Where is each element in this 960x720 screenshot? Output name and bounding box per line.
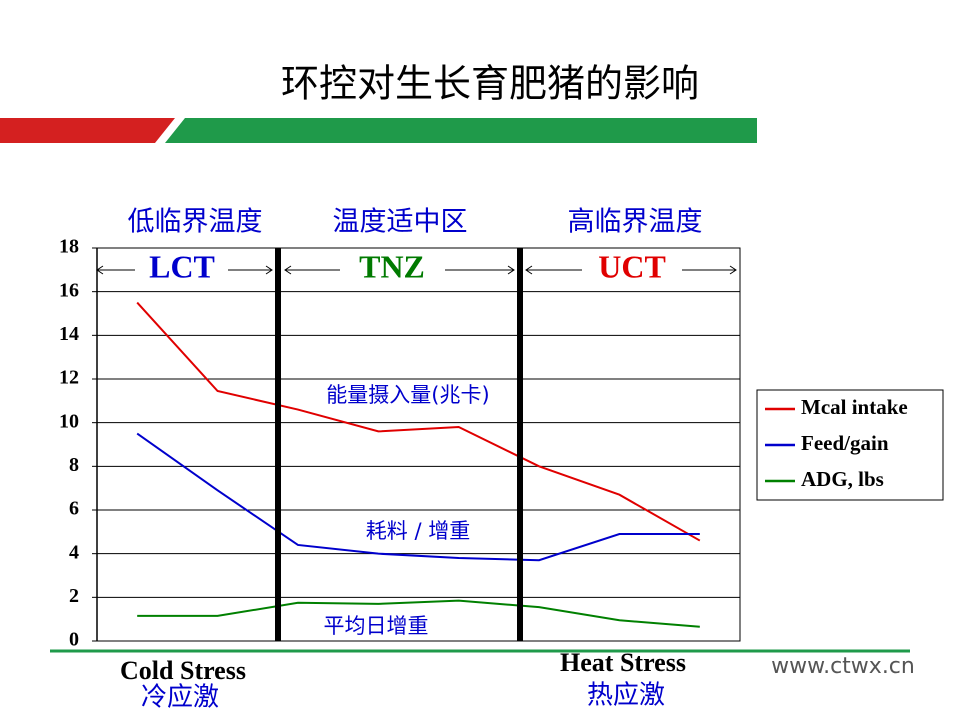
zone-code: LCT [149,248,215,284]
footer-label: 冷应激 [141,683,219,713]
annotation: 能量摄入量(兆卡) [326,383,489,407]
plot-area [96,247,741,642]
series-line [136,301,701,542]
y-tick-label: 18 [59,236,79,258]
footer-label: Heat Stress [560,648,686,677]
legend-label: ADG, lbs [801,467,884,491]
series-line [136,432,700,562]
y-tick-label: 12 [59,367,79,389]
zone-name: 温度适中区 [333,207,468,238]
y-tick-label: 0 [69,629,79,651]
y-tick-label: 4 [69,541,79,563]
y-tick-label: 10 [59,410,79,432]
y-tick-label: 16 [59,279,79,301]
footer-label: 热应激 [587,681,665,711]
zone-name: 高临界温度 [568,207,703,238]
title-bar-green [165,118,757,143]
plot: 0 2 4 6 8 10 12 14 16 18 [59,236,741,651]
zone-name: 低临界温度 [128,207,263,238]
title-bar-red [0,118,175,143]
series-line [137,599,700,628]
footer-label: Cold Stress [120,656,246,685]
y-tick-label: 2 [69,585,79,607]
legend-label: Mcal intake [801,395,908,419]
zone-code: UCT [598,248,666,284]
y-tick-label: 6 [69,498,79,520]
annotation: 耗料 / 增重 [366,519,470,543]
zone-arrows [96,265,737,275]
annotation: 平均日增重 [324,614,429,638]
site-url: www.ctwx.cn [771,654,915,679]
slide-title: 环控对生长育肥猪的影响 [281,62,699,106]
legend-label: Feed/gain [801,431,889,455]
y-tick-label: 8 [69,454,79,476]
zone-code: TNZ [359,248,425,284]
y-tick-label: 14 [59,323,79,345]
